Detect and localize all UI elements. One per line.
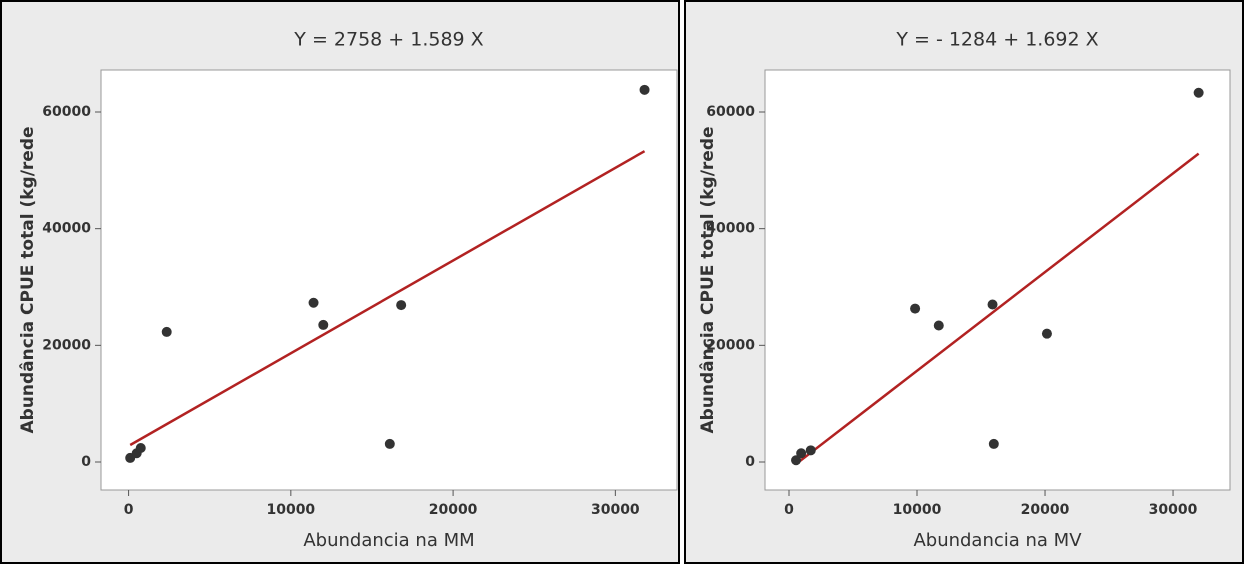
point (308, 297, 319, 308)
fit-line (795, 152, 1200, 466)
plot-area (100, 69, 678, 491)
x-tick-label: 10000 (266, 502, 315, 518)
x-tick-label: 20000 (1021, 502, 1070, 518)
plot-area (764, 69, 1231, 491)
point (639, 84, 650, 95)
x-axis-label: Abundancia na MM (303, 530, 474, 551)
point (933, 320, 944, 331)
fit-line (129, 150, 646, 447)
point (987, 299, 998, 310)
y-tick-label: 20000 (42, 337, 91, 353)
y-tick-label: 20000 (706, 337, 755, 353)
x-tick-label: 30000 (1149, 502, 1198, 518)
point (135, 443, 146, 453)
point (796, 448, 807, 459)
y-tick-label: 60000 (42, 104, 91, 120)
y-tick-label: 60000 (706, 104, 755, 120)
point (791, 455, 802, 466)
point (1193, 87, 1204, 98)
y-tick-label: 40000 (706, 221, 755, 237)
point (161, 326, 172, 337)
subtitle: Y = 2758 + 1.589 X (293, 29, 483, 51)
point (805, 445, 816, 456)
y-tick-label: 0 (745, 454, 755, 470)
x-tick-label: 0 (784, 502, 794, 518)
x-tick-label: 20000 (429, 502, 478, 518)
point (910, 303, 921, 314)
y-axis-label: Abundância CPUE total (kg/rede (698, 126, 718, 433)
y-tick-label: 40000 (42, 221, 91, 237)
subtitle: Y = - 1284 + 1.692 X (895, 29, 1098, 51)
x-tick-label: 0 (124, 502, 134, 518)
point (988, 438, 999, 449)
x-tick-label: 10000 (893, 502, 942, 518)
y-tick-label: 0 (81, 454, 91, 470)
point (396, 300, 407, 311)
point (318, 319, 329, 330)
x-tick-label: 30000 (591, 502, 640, 518)
point (1041, 328, 1052, 339)
point (384, 438, 395, 449)
x-axis-label: Abundancia na MV (913, 530, 1082, 551)
y-axis-label: Abundância CPUE total (kg/rede (18, 126, 38, 433)
